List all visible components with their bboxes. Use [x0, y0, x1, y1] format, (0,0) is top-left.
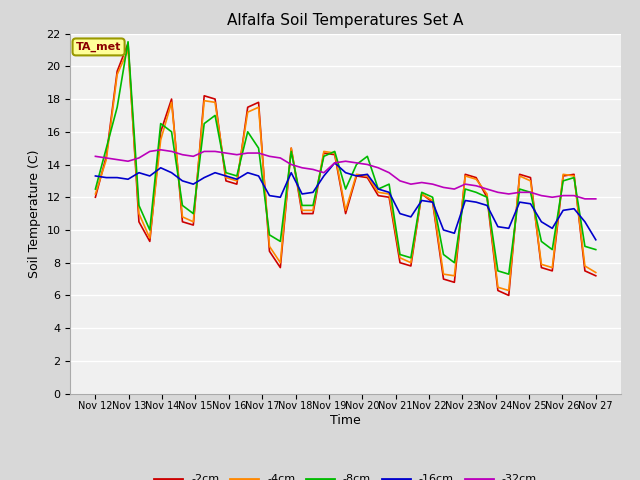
X-axis label: Time: Time	[330, 414, 361, 427]
Text: TA_met: TA_met	[76, 42, 121, 52]
Title: Alfalfa Soil Temperatures Set A: Alfalfa Soil Temperatures Set A	[227, 13, 464, 28]
Y-axis label: Soil Temperature (C): Soil Temperature (C)	[28, 149, 41, 278]
Legend: -2cm, -4cm, -8cm, -16cm, -32cm: -2cm, -4cm, -8cm, -16cm, -32cm	[150, 470, 541, 480]
